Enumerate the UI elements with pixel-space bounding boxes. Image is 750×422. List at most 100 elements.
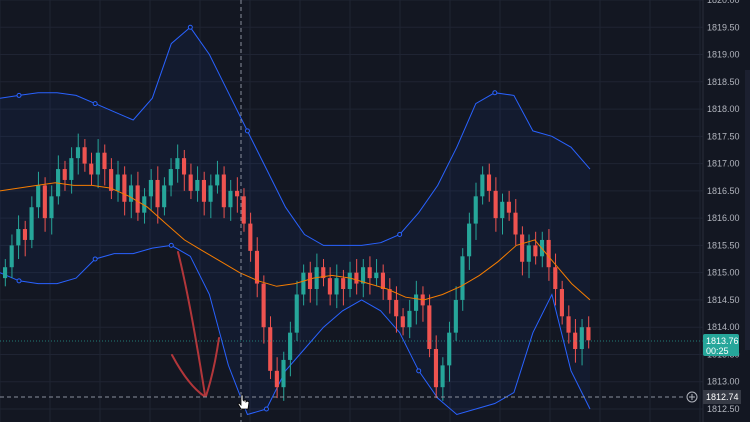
bollinger-upper-band: [0, 26, 591, 246]
candle: [16, 215, 21, 260]
candle: [341, 269, 346, 306]
current-price-badge: 1813.76 00:25: [703, 334, 739, 356]
candle: [274, 357, 279, 399]
band-point: [416, 368, 422, 374]
candle: [447, 321, 452, 382]
candle: [181, 149, 187, 191]
price-axis-label: 1817.50: [707, 131, 740, 141]
candle: [506, 190, 511, 221]
price-axis-label: 1813.00: [707, 377, 740, 387]
candle: [281, 351, 286, 401]
band-point: [263, 406, 269, 412]
candle: [360, 259, 366, 298]
bar-countdown: 00:25: [706, 346, 729, 356]
candle: [294, 280, 299, 341]
band-point: [492, 90, 498, 96]
price-axis-label: 1815.00: [707, 268, 740, 278]
candle: [493, 177, 498, 232]
moving-average-line: [0, 182, 591, 301]
candle: [586, 316, 591, 349]
price-axis-label: 1816.50: [707, 186, 740, 196]
candle: [440, 357, 445, 401]
band-point: [16, 278, 22, 284]
candle: [307, 261, 313, 303]
candle: [148, 169, 153, 210]
price-axis-label: 1814.50: [707, 295, 740, 305]
hand-cursor-icon: [237, 394, 250, 410]
candlestick-series: [3, 133, 591, 401]
candle: [248, 212, 253, 262]
candle: [75, 133, 81, 175]
candle: [9, 234, 14, 279]
candle: [374, 259, 379, 287]
plus-circle-icon[interactable]: [686, 391, 698, 403]
candle: [228, 179, 233, 221]
candle: [559, 280, 564, 325]
candle: [115, 160, 120, 202]
price-axis-label: 1815.50: [707, 240, 740, 250]
candle: [195, 166, 200, 202]
candle: [460, 248, 465, 311]
candle: [49, 185, 54, 235]
candle: [553, 253, 558, 306]
candle: [128, 174, 134, 219]
candle: [42, 177, 47, 232]
candle: [268, 316, 273, 380]
price-axis-label: 1818.00: [707, 104, 740, 114]
candle: [400, 308, 405, 336]
candle: [579, 319, 584, 366]
candle: [334, 264, 339, 309]
candle: [486, 163, 492, 202]
candle: [261, 275, 266, 344]
band-point: [92, 101, 98, 107]
price-axis-label: 1820.00: [707, 0, 740, 5]
candle: [69, 147, 74, 194]
candle: [3, 259, 8, 287]
candle: [467, 212, 472, 270]
candle: [513, 199, 518, 246]
candle: [480, 166, 485, 205]
candle: [102, 144, 107, 186]
candle: [380, 264, 385, 300]
price-axis[interactable]: 1820.00 1819.50 1819.00 1818.50 1818.00 1817.…: [702, 0, 740, 422]
candle: [168, 158, 173, 197]
band-point: [397, 231, 403, 237]
price-axis-label: 1814.00: [707, 322, 740, 332]
candle: [254, 237, 260, 298]
candle: [82, 139, 87, 172]
price-axis-label: 1812.50: [707, 404, 740, 414]
band-point: [187, 24, 193, 30]
candle: [433, 335, 439, 399]
candle: [347, 261, 352, 298]
candle: [175, 144, 180, 183]
candle: [473, 182, 478, 240]
candle: [387, 278, 392, 314]
candle: [327, 267, 332, 306]
bollinger-lower-band: [0, 244, 591, 416]
candle: [89, 152, 94, 186]
candle: [135, 171, 140, 221]
candle: [188, 163, 193, 200]
band-point: [16, 92, 22, 98]
band-point: [244, 128, 250, 134]
candle: [321, 259, 326, 287]
axis-scroll-edge: [745, 70, 750, 350]
crosshair-price-badge: 1812.74: [686, 390, 741, 404]
price-axis-label: 1817.00: [707, 159, 740, 169]
candle: [235, 177, 240, 213]
price-axis-label: 1818.50: [707, 77, 740, 87]
price-axis-label: 1816.00: [707, 213, 740, 223]
current-price-value: 1813.76: [706, 336, 739, 346]
candle: [288, 321, 293, 377]
candle: [573, 319, 578, 363]
candle: [394, 286, 399, 333]
crosshair-price-value: 1812.74: [706, 392, 739, 402]
candle: [367, 256, 372, 295]
candle: [427, 294, 432, 358]
candle: [62, 160, 67, 191]
candle: [414, 280, 419, 325]
price-axis-label: 1819.00: [707, 50, 740, 60]
candle: [354, 259, 359, 295]
band-point: [168, 242, 174, 248]
